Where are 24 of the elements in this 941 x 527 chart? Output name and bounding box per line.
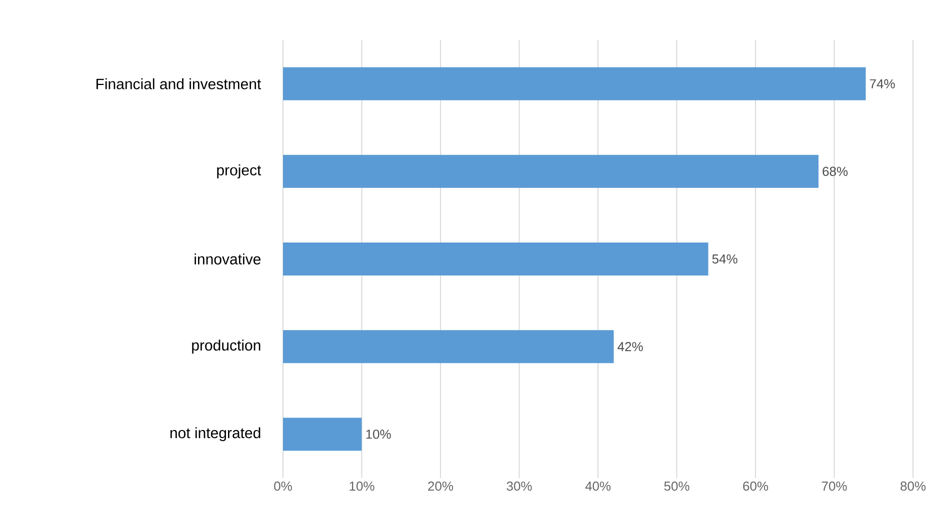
x-tick-label: 30% bbox=[506, 482, 532, 491]
x-tick-label: 10% bbox=[350, 482, 374, 491]
y-tick-label: Financial and investment bbox=[96, 78, 262, 90]
data-label: 10% bbox=[366, 430, 391, 439]
bar bbox=[283, 418, 362, 451]
x-tick-label: 70% bbox=[822, 482, 847, 491]
data-label: 42% bbox=[618, 342, 643, 352]
x-tick-label: 60% bbox=[743, 482, 768, 491]
data-label: 54% bbox=[712, 254, 738, 264]
x-tick-label: 0% bbox=[274, 482, 292, 491]
x-tick-label: 50% bbox=[664, 482, 690, 491]
x-tick-label: 40% bbox=[585, 482, 611, 491]
data-label: 74% bbox=[870, 79, 895, 88]
bar bbox=[283, 242, 708, 276]
bar bbox=[283, 154, 819, 188]
x-tick-label: 20% bbox=[428, 482, 454, 491]
y-tick-label: production bbox=[192, 340, 260, 354]
x-tick-label: 80% bbox=[900, 482, 926, 491]
bar bbox=[283, 67, 866, 100]
data-label: 68% bbox=[822, 166, 848, 176]
y-tick-label: not integrated bbox=[170, 427, 260, 442]
y-tick-label: project bbox=[217, 164, 262, 178]
y-tick-label: innovative bbox=[194, 253, 261, 264]
bar bbox=[283, 330, 614, 364]
